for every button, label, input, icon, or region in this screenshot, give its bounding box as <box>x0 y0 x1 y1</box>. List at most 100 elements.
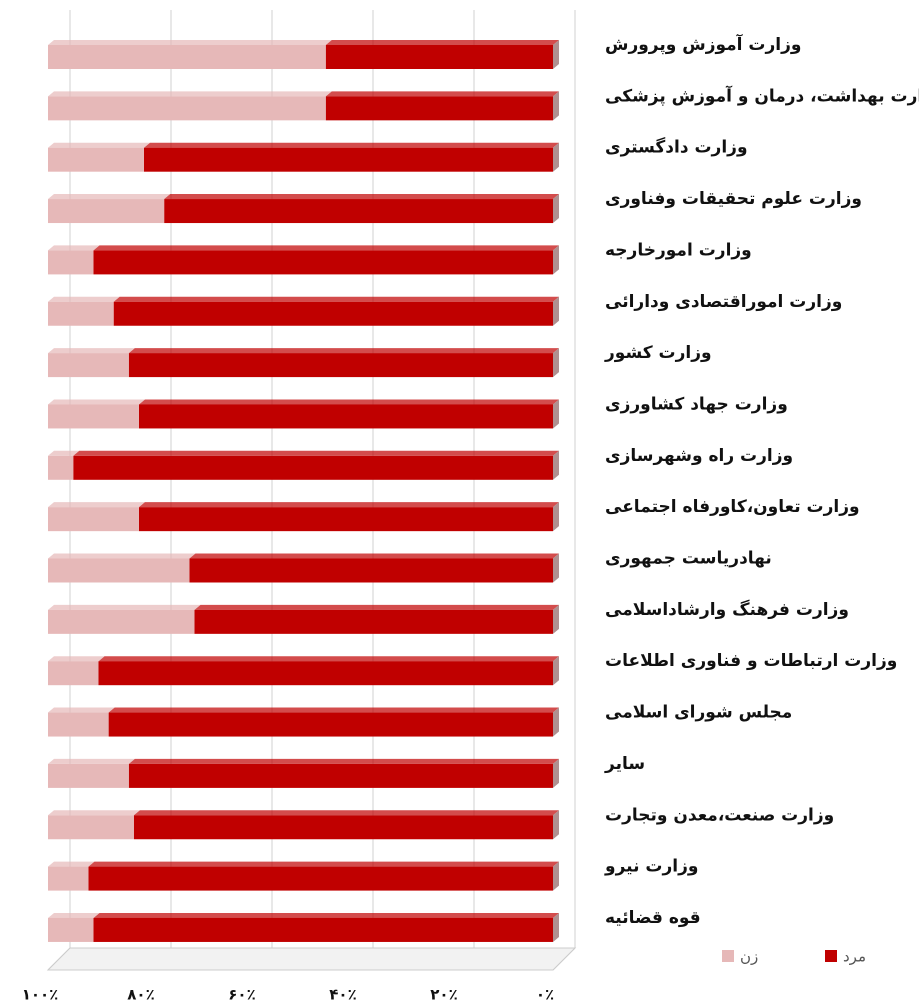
bar-segment <box>48 815 134 840</box>
bar-side <box>553 296 559 326</box>
bar-segment <box>48 301 114 326</box>
bar-segment <box>48 45 326 69</box>
bar-top <box>98 656 559 662</box>
bar-top <box>73 450 559 456</box>
bar-side <box>553 40 559 69</box>
bar-segment <box>128 763 554 788</box>
bar-top <box>48 502 145 508</box>
bar-top <box>325 91 559 97</box>
legend-label: زن <box>740 948 758 966</box>
category-label: وزارت تعاون،کاورفاه اجتماعی <box>605 497 860 517</box>
bar-top <box>48 707 115 713</box>
bar-top <box>194 604 559 610</box>
legend-label: مرد <box>843 948 866 966</box>
bar-segment <box>48 455 74 480</box>
bar-top <box>138 399 559 405</box>
bar-segment <box>48 507 139 532</box>
category-label: مجلس شورای اسلامی <box>605 703 792 723</box>
bar-top <box>48 604 201 610</box>
bar-top <box>325 40 559 45</box>
bar-side <box>553 758 559 788</box>
bar-segment <box>48 558 190 583</box>
bar-side <box>553 502 559 532</box>
bar-segment <box>48 96 326 121</box>
category-label: وزارت نیرو <box>604 857 698 877</box>
category-label: وزارت راه وشهرسازی <box>605 446 793 466</box>
bar-segment <box>128 353 554 378</box>
bar-top <box>48 91 332 97</box>
bar-segment <box>48 147 144 172</box>
bar-segment <box>93 250 553 275</box>
bar-segment <box>138 404 553 429</box>
bar-segment <box>194 609 553 634</box>
category-label: نهادریاست جمهوری <box>605 549 772 569</box>
category-label: وزارت دادگستری <box>605 137 748 158</box>
bar-top <box>108 707 559 713</box>
bar-top <box>88 861 560 867</box>
bar-segment <box>48 866 89 891</box>
bar-top <box>48 810 140 816</box>
bar-top <box>189 553 559 559</box>
bar-segment <box>48 609 195 634</box>
bar-top <box>48 450 80 456</box>
bar-top <box>164 194 559 200</box>
bar-top <box>48 399 145 405</box>
bar-side <box>553 656 559 686</box>
bar-segment <box>48 250 94 275</box>
bar-top <box>133 810 559 816</box>
bar-segment <box>48 917 94 942</box>
x-tick-label: ۸۰٪ <box>127 986 154 1003</box>
bar-segment <box>73 455 553 480</box>
category-label: وزارت کشور <box>604 343 712 363</box>
bar-segment <box>48 199 165 224</box>
bar-side <box>553 553 559 583</box>
bar-top <box>143 142 559 148</box>
bar-segment <box>48 712 109 737</box>
bar-segment <box>325 45 553 69</box>
x-tick-label: ۶۰٪ <box>228 986 255 1003</box>
category-label: وزارت امورخارجه <box>605 240 752 260</box>
bar-top <box>48 245 100 251</box>
legend-swatch <box>722 950 734 962</box>
bar-segment <box>143 147 553 172</box>
bar-top <box>48 912 100 918</box>
category-label: قوه قضائیه <box>605 908 701 928</box>
bar-segment <box>189 558 553 583</box>
x-tick-label: ۴۰٪ <box>329 986 356 1003</box>
category-label: سایر <box>604 754 645 774</box>
bar-top <box>48 194 171 200</box>
bar-top <box>128 348 560 354</box>
bar-side <box>553 604 559 634</box>
bar-segment <box>113 301 554 326</box>
bar-segment <box>48 353 129 378</box>
bar-segment <box>133 815 553 840</box>
bar-segment <box>93 917 553 942</box>
bar-segment <box>325 96 553 121</box>
x-tick-label: ۱۰۰٪ <box>22 986 59 1003</box>
bar-side <box>553 707 559 737</box>
bar-segment <box>48 661 99 686</box>
bar-segment <box>48 404 139 429</box>
bar-segment <box>138 507 553 532</box>
bar-segment <box>88 866 554 891</box>
bar-top <box>113 296 560 302</box>
bar-side <box>553 912 559 942</box>
bar-top <box>48 861 95 867</box>
category-label: وزارت صنعت،معدن وتجارت <box>605 805 834 825</box>
category-label: وزارت فرهنگ وارشاداسلامی <box>605 599 849 620</box>
bar-side <box>553 399 559 429</box>
bar-top <box>48 142 150 148</box>
bar-top <box>48 758 135 764</box>
bar-segment <box>164 199 553 224</box>
bar-side <box>553 142 559 172</box>
bar-side <box>553 450 559 480</box>
category-label: وزارت ارتباطات و فناوری اطلاعات <box>605 651 897 671</box>
floor <box>46 947 577 971</box>
bar-top <box>128 758 560 764</box>
legend-swatch <box>825 950 837 962</box>
bar-top <box>93 245 559 251</box>
bar-top <box>48 40 332 45</box>
bar-segment <box>98 661 553 686</box>
bar-side <box>553 245 559 275</box>
